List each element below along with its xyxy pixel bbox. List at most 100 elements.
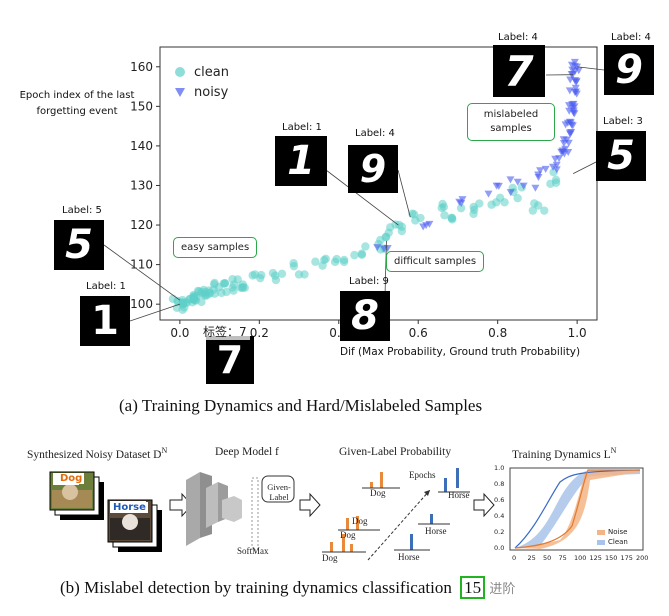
clean-point xyxy=(277,269,287,278)
bar-label-3: Horse xyxy=(398,552,420,562)
clean-point xyxy=(240,283,249,292)
clean-point xyxy=(540,206,549,215)
dataset-title-text: Synthesized Noisy Dataset D xyxy=(27,448,162,461)
mnist-digit-1: 1 xyxy=(80,296,130,346)
sample-label-1a: Label: 1 xyxy=(86,281,126,292)
difficult-samples-box: difficult samples xyxy=(386,251,485,272)
clean-point xyxy=(189,293,199,302)
clean-point xyxy=(357,249,366,258)
noisy-point xyxy=(373,244,382,252)
noisy-point xyxy=(566,76,575,84)
mnist-digit-5b: 5 xyxy=(596,131,646,181)
noisy-point xyxy=(422,222,431,230)
dog-tag: Dog xyxy=(58,473,85,484)
horse-tag: Horse xyxy=(111,502,148,513)
mini-xtick-label: 25 xyxy=(527,554,536,562)
clean-point xyxy=(513,193,522,203)
clean-point xyxy=(447,215,457,224)
overlay-label: 标签：7 xyxy=(200,323,250,340)
dataset-title-sup: N xyxy=(161,446,168,455)
deep-model-icon xyxy=(186,472,295,551)
leader-line xyxy=(577,66,605,71)
sample-label-5: Label: 5 xyxy=(62,205,102,216)
noisy-point xyxy=(566,119,575,127)
noisy-point xyxy=(531,184,540,192)
clean-point xyxy=(268,268,278,278)
mini-xtick-label: 150 xyxy=(605,554,618,562)
clean-point xyxy=(437,203,446,213)
mini-legend-noise: Noise xyxy=(608,528,628,536)
clean-point xyxy=(228,274,237,284)
mini-ytick-label: 0.4 xyxy=(494,512,505,520)
noisy-point xyxy=(494,182,503,190)
pipeline-title-model: Deep Model f xyxy=(215,446,279,458)
noisy-point xyxy=(549,163,558,171)
mini-xtick-label: 50 xyxy=(543,554,552,562)
clean-point xyxy=(350,250,359,260)
clean-point xyxy=(220,278,230,288)
caption-b: (b) Mislabel detection by training dynam… xyxy=(60,576,515,599)
arrow-3-icon xyxy=(473,492,495,518)
noisy-point xyxy=(552,161,561,169)
legend-clean-label: clean xyxy=(194,65,229,80)
clean-point xyxy=(339,255,349,265)
mini-xtick-label: 200 xyxy=(636,554,649,562)
leader-line xyxy=(129,303,180,322)
noisy-point xyxy=(484,190,493,198)
leader-line xyxy=(397,169,411,218)
mini-xtick-label: 100 xyxy=(574,554,587,562)
mnist-digit-7: 7 xyxy=(206,336,254,384)
bar-label-1: Dog xyxy=(340,530,356,540)
noisy-point xyxy=(519,182,528,190)
pipeline-title-prob: Given-Label Probability xyxy=(339,446,452,458)
clean-point xyxy=(300,270,309,279)
legend-clean-marker xyxy=(175,67,185,77)
noisy-point xyxy=(572,77,581,85)
noisy-point xyxy=(457,200,466,208)
mini-legend-clean: Clean xyxy=(608,538,628,546)
mnist-digit-9a: 9 xyxy=(348,145,398,193)
mnist-digit-8: 8 xyxy=(340,291,390,341)
mini-xtick-label: 0 xyxy=(512,554,517,562)
leader-line xyxy=(103,244,181,301)
x-tick-label: 0.0 xyxy=(170,326,189,340)
sample-label-9: Label: 9 xyxy=(349,276,389,287)
clean-point xyxy=(332,254,341,264)
bar-label-6: Dog xyxy=(352,516,368,526)
clean-point xyxy=(440,211,449,220)
bar-label-0: Dog xyxy=(322,553,338,563)
y-tick-label: 100 xyxy=(130,297,153,311)
ref-link[interactable]: 15 xyxy=(460,576,486,599)
pipeline-title-dataset: Synthesized Noisy Dataset DN xyxy=(27,446,167,461)
sample-label-4c: Label: 4 xyxy=(611,32,651,43)
clean-point xyxy=(361,242,370,251)
given-label-prob-bars xyxy=(322,468,470,561)
noisy-point xyxy=(571,84,580,92)
noisy-point xyxy=(570,103,579,111)
leader-line xyxy=(325,169,399,226)
noisy-point xyxy=(558,148,567,156)
y-axis-label: Epoch index of the last forgetting event xyxy=(19,90,135,117)
clean-point xyxy=(416,213,425,223)
noisy-point xyxy=(565,87,574,95)
x-tick-label: 0.6 xyxy=(409,326,428,340)
arrow-2-icon xyxy=(299,492,321,518)
noisy-point xyxy=(569,109,578,117)
x-axis-label: Dif (Max Probability, Ground truth Proba… xyxy=(340,346,581,358)
noisy-point xyxy=(572,90,581,98)
mnist-digit-1b: 1 xyxy=(275,136,327,186)
mini-ytick-label: 0.2 xyxy=(494,528,505,536)
x-tick-label: 0.8 xyxy=(488,326,507,340)
sample-label-4a: Label: 4 xyxy=(355,128,395,139)
clean-point xyxy=(321,254,330,264)
sample-label-1b: Label: 1 xyxy=(282,122,322,133)
bar-label-5: Horse xyxy=(448,490,470,500)
y-tick-label: 160 xyxy=(130,60,153,74)
x-tick-label: 0.2 xyxy=(250,326,269,340)
softmax-label: SoftMax xyxy=(237,546,269,556)
legend-noisy-label: noisy xyxy=(194,85,229,100)
clean-point xyxy=(256,273,265,283)
y-tick-label: 120 xyxy=(130,218,153,232)
noisy-point xyxy=(561,121,570,129)
easy-samples-box: easy samples xyxy=(173,237,258,258)
